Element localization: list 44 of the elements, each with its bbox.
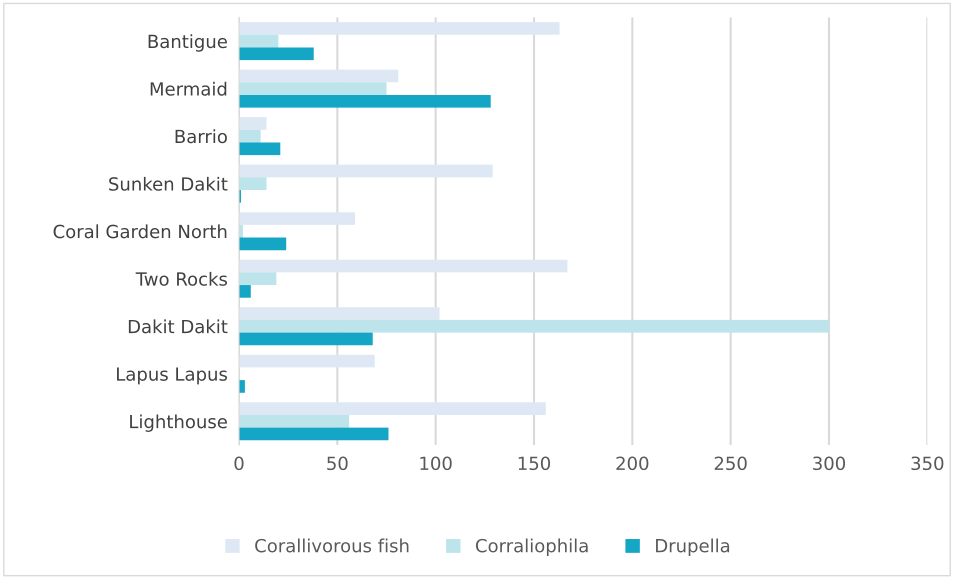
bar: [239, 22, 560, 35]
y-tick-label: Mermaid: [150, 82, 226, 96]
bar: [239, 380, 245, 393]
bar: [239, 414, 350, 428]
y-tick-label: Dakit Dakit: [128, 319, 228, 334]
bar: [239, 402, 546, 415]
bar: [239, 117, 267, 130]
x-tick-label: 350: [911, 456, 944, 470]
legend-label: Drupella: [656, 538, 730, 556]
bar: [239, 307, 440, 320]
x-tick-label: 0: [234, 456, 244, 470]
bar: [239, 70, 398, 82]
y-tick-label: Lighthouse: [130, 414, 227, 432]
bar: [239, 285, 251, 298]
y-tick-label: Barrio: [176, 129, 227, 144]
bar: [239, 332, 373, 346]
x-tick-label: 150: [518, 456, 550, 470]
y-tick-label: Coral Garden North: [54, 224, 226, 238]
legend-label: Corallivorous fish: [255, 538, 408, 552]
bar: [239, 142, 280, 156]
bar: [239, 320, 829, 333]
bar: [239, 428, 388, 440]
bar: [239, 34, 278, 48]
bar: [239, 47, 314, 60]
x-tick-label: 50: [327, 456, 348, 470]
bar: [239, 272, 276, 286]
x-tick-label: 200: [616, 456, 648, 470]
y-tick-label: Two Rocks: [136, 272, 228, 286]
y-tick-label: Bantigue: [148, 34, 227, 52]
x-tick-label: 100: [420, 456, 452, 470]
bar: [239, 82, 386, 95]
bar: [239, 94, 491, 108]
bar: [239, 164, 493, 178]
legend-label: Corraliophila: [476, 538, 588, 556]
bar: [239, 238, 286, 250]
bar: [239, 130, 261, 142]
x-tick-label: 250: [714, 456, 747, 470]
bar: [239, 354, 375, 368]
bar: [239, 260, 568, 272]
x-tick-label: 300: [813, 456, 846, 470]
bar: [239, 212, 356, 225]
y-tick-label: Sunken Dakit: [109, 176, 228, 191]
bar: [239, 177, 267, 190]
y-tick-label: Lapus Lapus: [117, 367, 228, 384]
